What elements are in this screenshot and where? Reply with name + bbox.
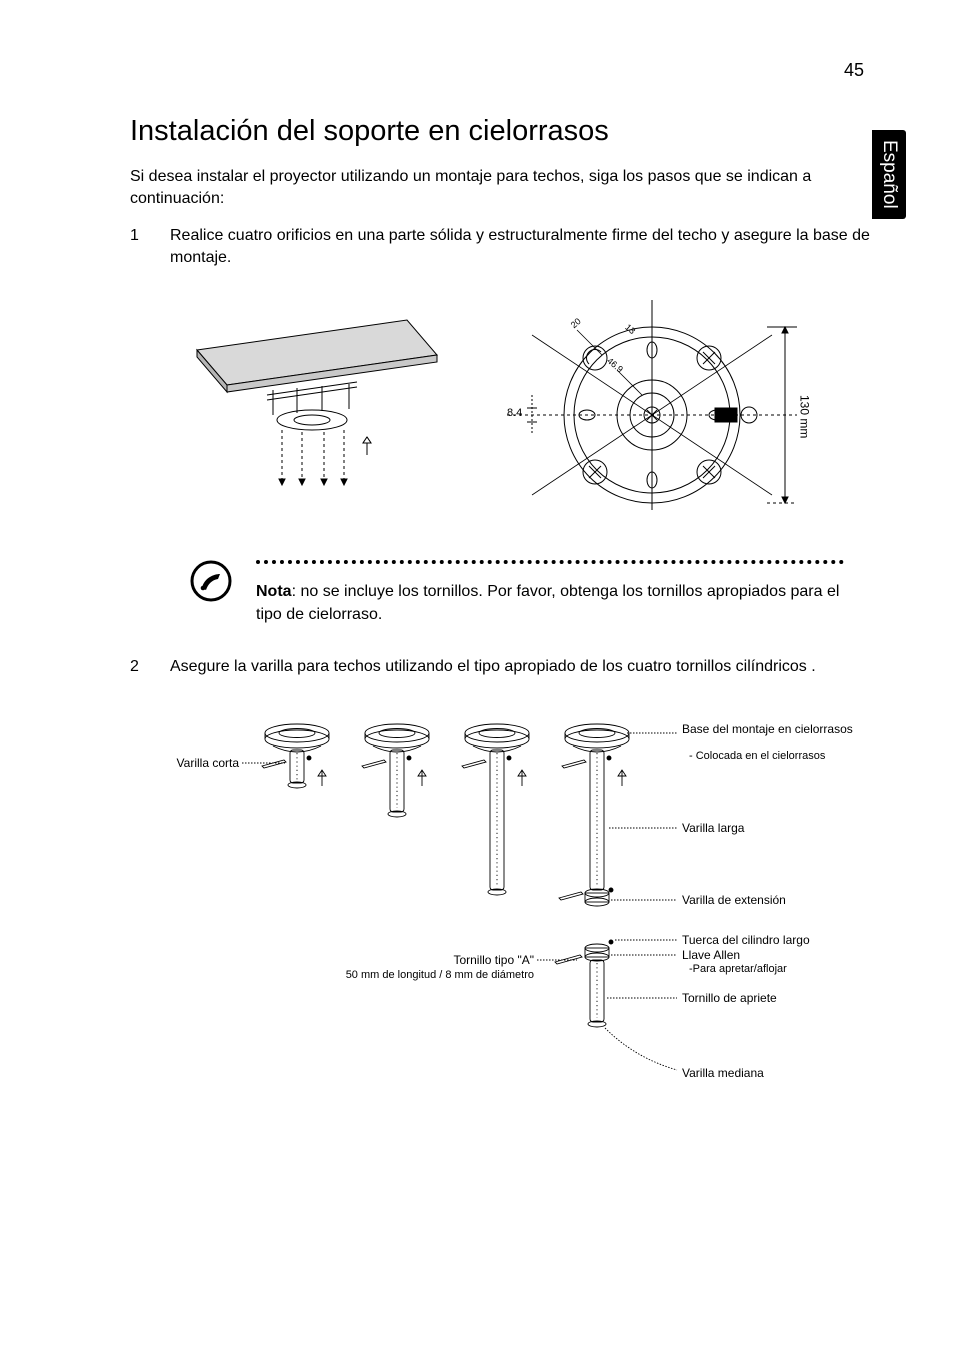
note-separator <box>256 560 844 564</box>
intro-text: Si desea instalar el proyector utilizand… <box>130 166 884 211</box>
step-1-text: Realice cuatro orificios en una parte só… <box>170 225 884 270</box>
language-tab: Español <box>872 130 906 219</box>
label-varilla-larga: Varilla larga <box>682 821 744 835</box>
step-2: 2 Asegure la varilla para techos utiliza… <box>130 656 884 678</box>
label-tornillo-apriete: Tornillo de apriete <box>682 991 777 1005</box>
label-varilla-ext: Varilla de extensión <box>682 893 786 907</box>
dim-130mm: 130 mm <box>797 395 811 438</box>
note-box: Nota: no se incluye los tornillos. Por f… <box>190 560 884 626</box>
label-varilla-mediana: Varilla mediana <box>682 1066 764 1080</box>
page-title: Instalación del soporte en cielorrasos <box>130 115 884 148</box>
figure-1: 130 mm 8.4 20 13 46.9 <box>157 300 857 530</box>
label-tuerca: Tuerca del cilindro largo <box>682 933 810 947</box>
label-varilla-corta: Varilla corta <box>163 756 239 770</box>
page-number: 45 <box>844 60 864 81</box>
label-tornillo-sub: 50 mm de longitud / 8 mm de diámetro <box>322 969 534 982</box>
step-2-text: Asegure la varilla para techos utilizand… <box>170 656 884 678</box>
label-llave: Llave Allen <box>682 948 740 962</box>
note-icon <box>190 560 232 602</box>
figure-2: Varilla corta Tornillo tipo "A" 50 mm de… <box>157 708 857 1108</box>
note-label: Nota <box>256 583 292 600</box>
note-body: : no se incluye los tornillos. Por favor… <box>256 583 839 623</box>
label-tornillo-a: Tornillo tipo "A" <box>429 953 534 967</box>
step-1: 1 Realice cuatro orificios en una parte … <box>130 225 884 270</box>
label-base-sub: - Colocada en el cielorrasos <box>689 750 825 763</box>
note-text: Nota: no se incluye los tornillos. Por f… <box>256 580 844 626</box>
step-2-number: 2 <box>130 656 170 678</box>
dim-84: 8.4 <box>507 407 522 420</box>
label-llave-sub: -Para apretar/aflojar <box>689 963 787 976</box>
label-base: Base del montaje en cielorrasos <box>682 722 853 736</box>
step-1-number: 1 <box>130 225 170 270</box>
